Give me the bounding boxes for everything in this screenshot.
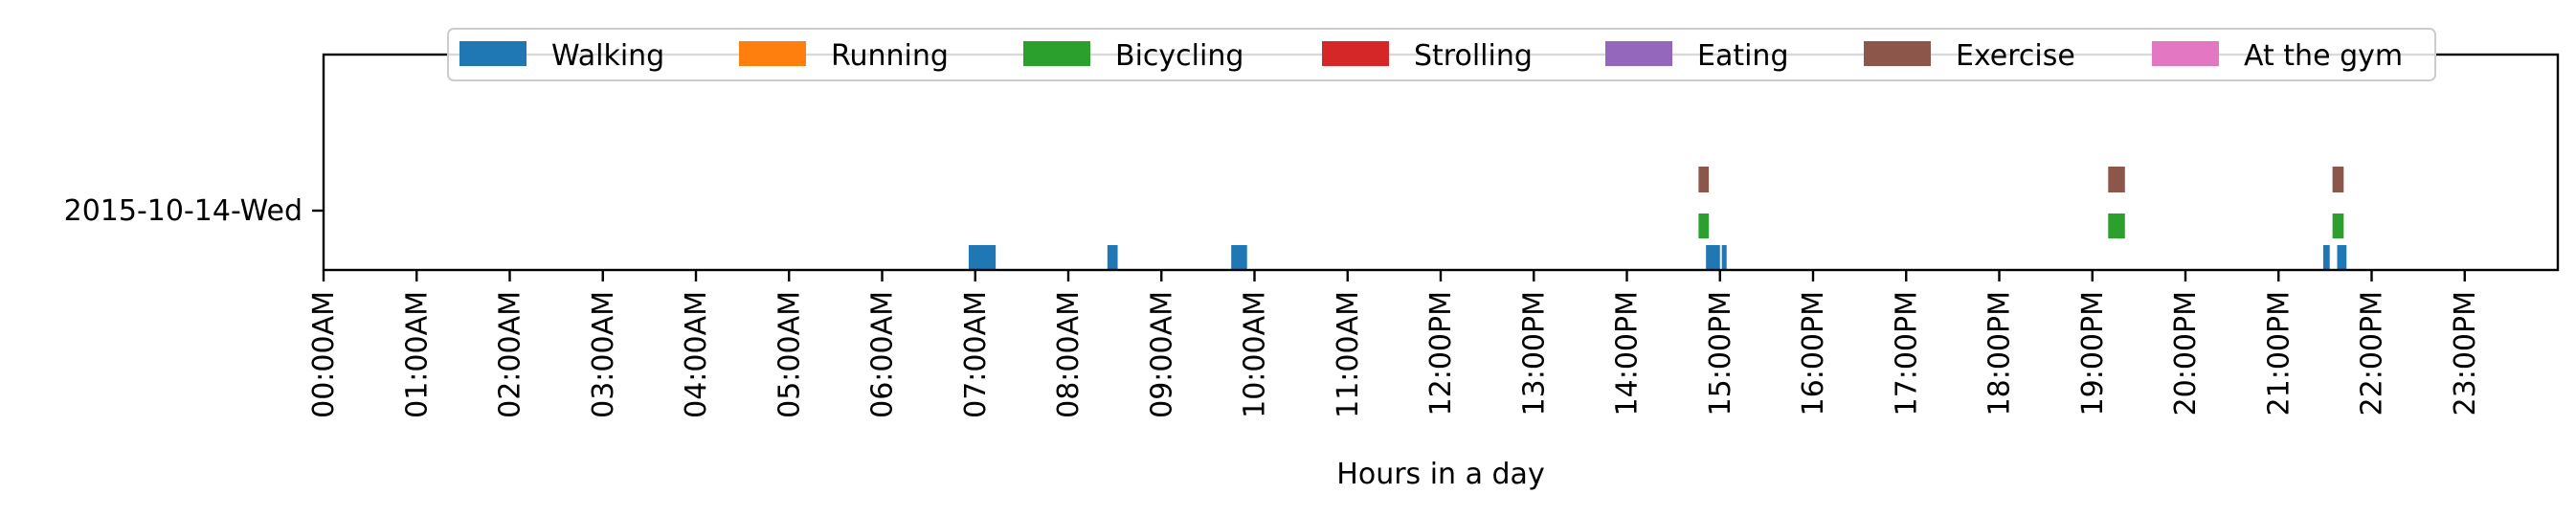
- x-tick-label: 04:00AM: [680, 291, 713, 418]
- x-tick-label: 19:00PM: [2076, 291, 2110, 416]
- x-axis: 00:00AM 01:00AM 02:00AM 03:00AM 04:00AM 05:00…: [307, 270, 2482, 418]
- bicycling-interval: [1698, 214, 1710, 238]
- walking-interval: [2322, 245, 2330, 270]
- activity-marks: [968, 167, 2347, 270]
- legend: Walking Running Bicycling Strolling Eating Ex…: [447, 28, 2436, 81]
- bicycling-interval: [2332, 214, 2344, 238]
- x-tick-label: 11:00AM: [1332, 291, 1365, 418]
- plot-frame: [322, 53, 2560, 272]
- x-tick-label: 01:00AM: [400, 291, 434, 418]
- legend-label: Strolling: [1414, 39, 1533, 73]
- x-tick-label: 09:00AM: [1145, 291, 1178, 418]
- walking-interval: [1721, 245, 1727, 270]
- x-tick-label: 02:00AM: [494, 291, 527, 418]
- legend-box: [447, 28, 2436, 81]
- exercise-interval: [2332, 167, 2344, 192]
- legend-label: Exercise: [1956, 39, 2075, 73]
- x-axis-label: Hours in a day: [1336, 458, 1544, 491]
- legend-label: Eating: [1697, 39, 1789, 73]
- x-tick-label: 14:00PM: [1611, 291, 1645, 416]
- legend-swatch: [739, 41, 806, 66]
- x-tick-label: 23:00PM: [2449, 291, 2482, 416]
- y-tick-label: 2015-10-14-Wed: [64, 194, 302, 228]
- legend-swatch: [1023, 41, 1090, 66]
- walking-interval: [1231, 245, 1247, 270]
- y-axis: 2015-10-14-Wed: [64, 194, 324, 228]
- walking-interval: [2337, 245, 2347, 270]
- x-tick-label: 12:00PM: [1424, 291, 1458, 416]
- legend-label: At the gym: [2244, 39, 2403, 73]
- x-tick-label: 21:00PM: [2262, 291, 2296, 416]
- x-tick-label: 17:00PM: [1890, 291, 1923, 416]
- x-tick-label: 22:00PM: [2356, 291, 2389, 416]
- legend-label: Walking: [551, 39, 664, 73]
- x-tick-label: 20:00PM: [2169, 291, 2203, 416]
- x-tick-label: 15:00PM: [1704, 291, 1737, 416]
- x-tick-label: 13:00PM: [1517, 291, 1551, 416]
- x-tick-label: 00:00AM: [307, 291, 341, 418]
- walking-interval: [968, 245, 997, 270]
- legend-label: Bicycling: [1115, 39, 1243, 73]
- legend-swatch: [1605, 41, 1672, 66]
- bicycling-interval: [2108, 214, 2125, 238]
- walking-interval: [1107, 245, 1118, 270]
- legend-swatch: [1322, 41, 1389, 66]
- legend-swatch: [1864, 41, 1931, 66]
- x-tick-label: 08:00AM: [1052, 291, 1086, 418]
- legend-label: Running: [831, 39, 949, 73]
- x-tick-label: 07:00AM: [959, 291, 993, 418]
- walking-interval: [1706, 245, 1720, 270]
- x-tick-label: 06:00AM: [866, 291, 900, 418]
- exercise-interval: [1698, 167, 1710, 192]
- x-tick-label: 16:00PM: [1797, 291, 1830, 416]
- x-tick-label: 03:00AM: [587, 291, 620, 418]
- x-tick-label: 05:00AM: [773, 291, 806, 418]
- legend-swatch: [2152, 41, 2219, 66]
- exercise-interval: [2108, 167, 2125, 192]
- x-tick-label: 18:00PM: [1983, 291, 2017, 416]
- legend-swatch: [459, 41, 526, 66]
- x-tick-label: 10:00AM: [1239, 291, 1272, 418]
